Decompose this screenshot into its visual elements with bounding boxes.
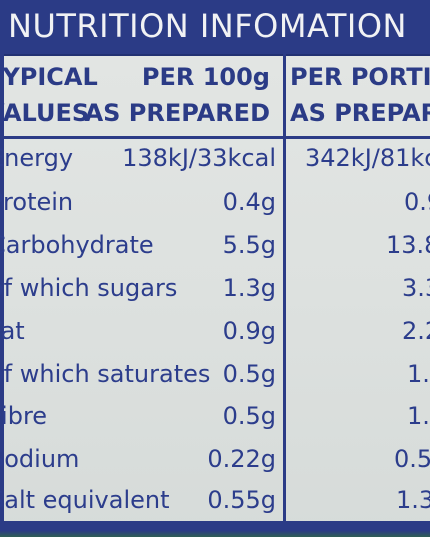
per100g-salt: 0.55g <box>207 486 276 514</box>
nutrient-fat: Fat <box>0 317 25 345</box>
nutrient-sugars: of which sugars <box>0 274 178 302</box>
header-per-100g: PER 100g <box>141 63 270 91</box>
perportion-sodium: 0.55 <box>394 445 430 473</box>
header-per-portion: PER PORTION <box>290 63 430 91</box>
nutrient-salt: Salt equivalent <box>0 486 170 514</box>
perportion-carbohydrate: 13.8 <box>386 231 430 259</box>
perportion-energy: 342kJ/81kcal <box>305 144 430 172</box>
header-as-prepared-100g: AS PREPARED <box>84 99 270 127</box>
per100g-protein: 0.4g <box>222 188 276 216</box>
per100g-fibre: 0.5g <box>222 402 276 430</box>
nutrient-fibre: Fibre <box>0 402 48 430</box>
bottom-border <box>0 521 430 537</box>
header-as-prepared-portion: AS PREPARED <box>290 99 430 127</box>
perportion-fat: 2.2 <box>402 317 430 345</box>
title-band: NUTRITION INFOMATION <box>0 0 430 56</box>
per100g-energy: 138kJ/33kcal <box>122 144 276 172</box>
column-divider <box>283 54 286 521</box>
nutrient-sodium: Sodium <box>0 445 80 473</box>
header-typical: TYPICAL <box>0 63 98 91</box>
left-border <box>0 54 4 537</box>
per100g-saturates: 0.5g <box>222 360 276 388</box>
header-divider <box>0 136 430 139</box>
perportion-saturates: 1.3 <box>407 360 430 388</box>
nutrient-energy: Energy <box>0 144 74 172</box>
per100g-sodium: 0.22g <box>207 445 276 473</box>
perportion-fibre: 1.3 <box>407 402 430 430</box>
perportion-salt: 1.38 <box>396 486 430 514</box>
perportion-sugars: 3.3 <box>402 274 430 302</box>
nutrient-saturates: of which saturates <box>0 360 211 388</box>
nutrient-carbohydrate: Carbohydrate <box>0 231 154 259</box>
per100g-fat: 0.9g <box>222 317 276 345</box>
nutrient-protein: Protein <box>0 188 74 216</box>
per100g-sugars: 1.3g <box>222 274 276 302</box>
header-values: VALUES <box>0 99 90 127</box>
perportion-protein: 0.9 <box>404 188 430 216</box>
label-title: NUTRITION INFOMATION <box>8 7 407 45</box>
per100g-carbohydrate: 5.5g <box>222 231 276 259</box>
